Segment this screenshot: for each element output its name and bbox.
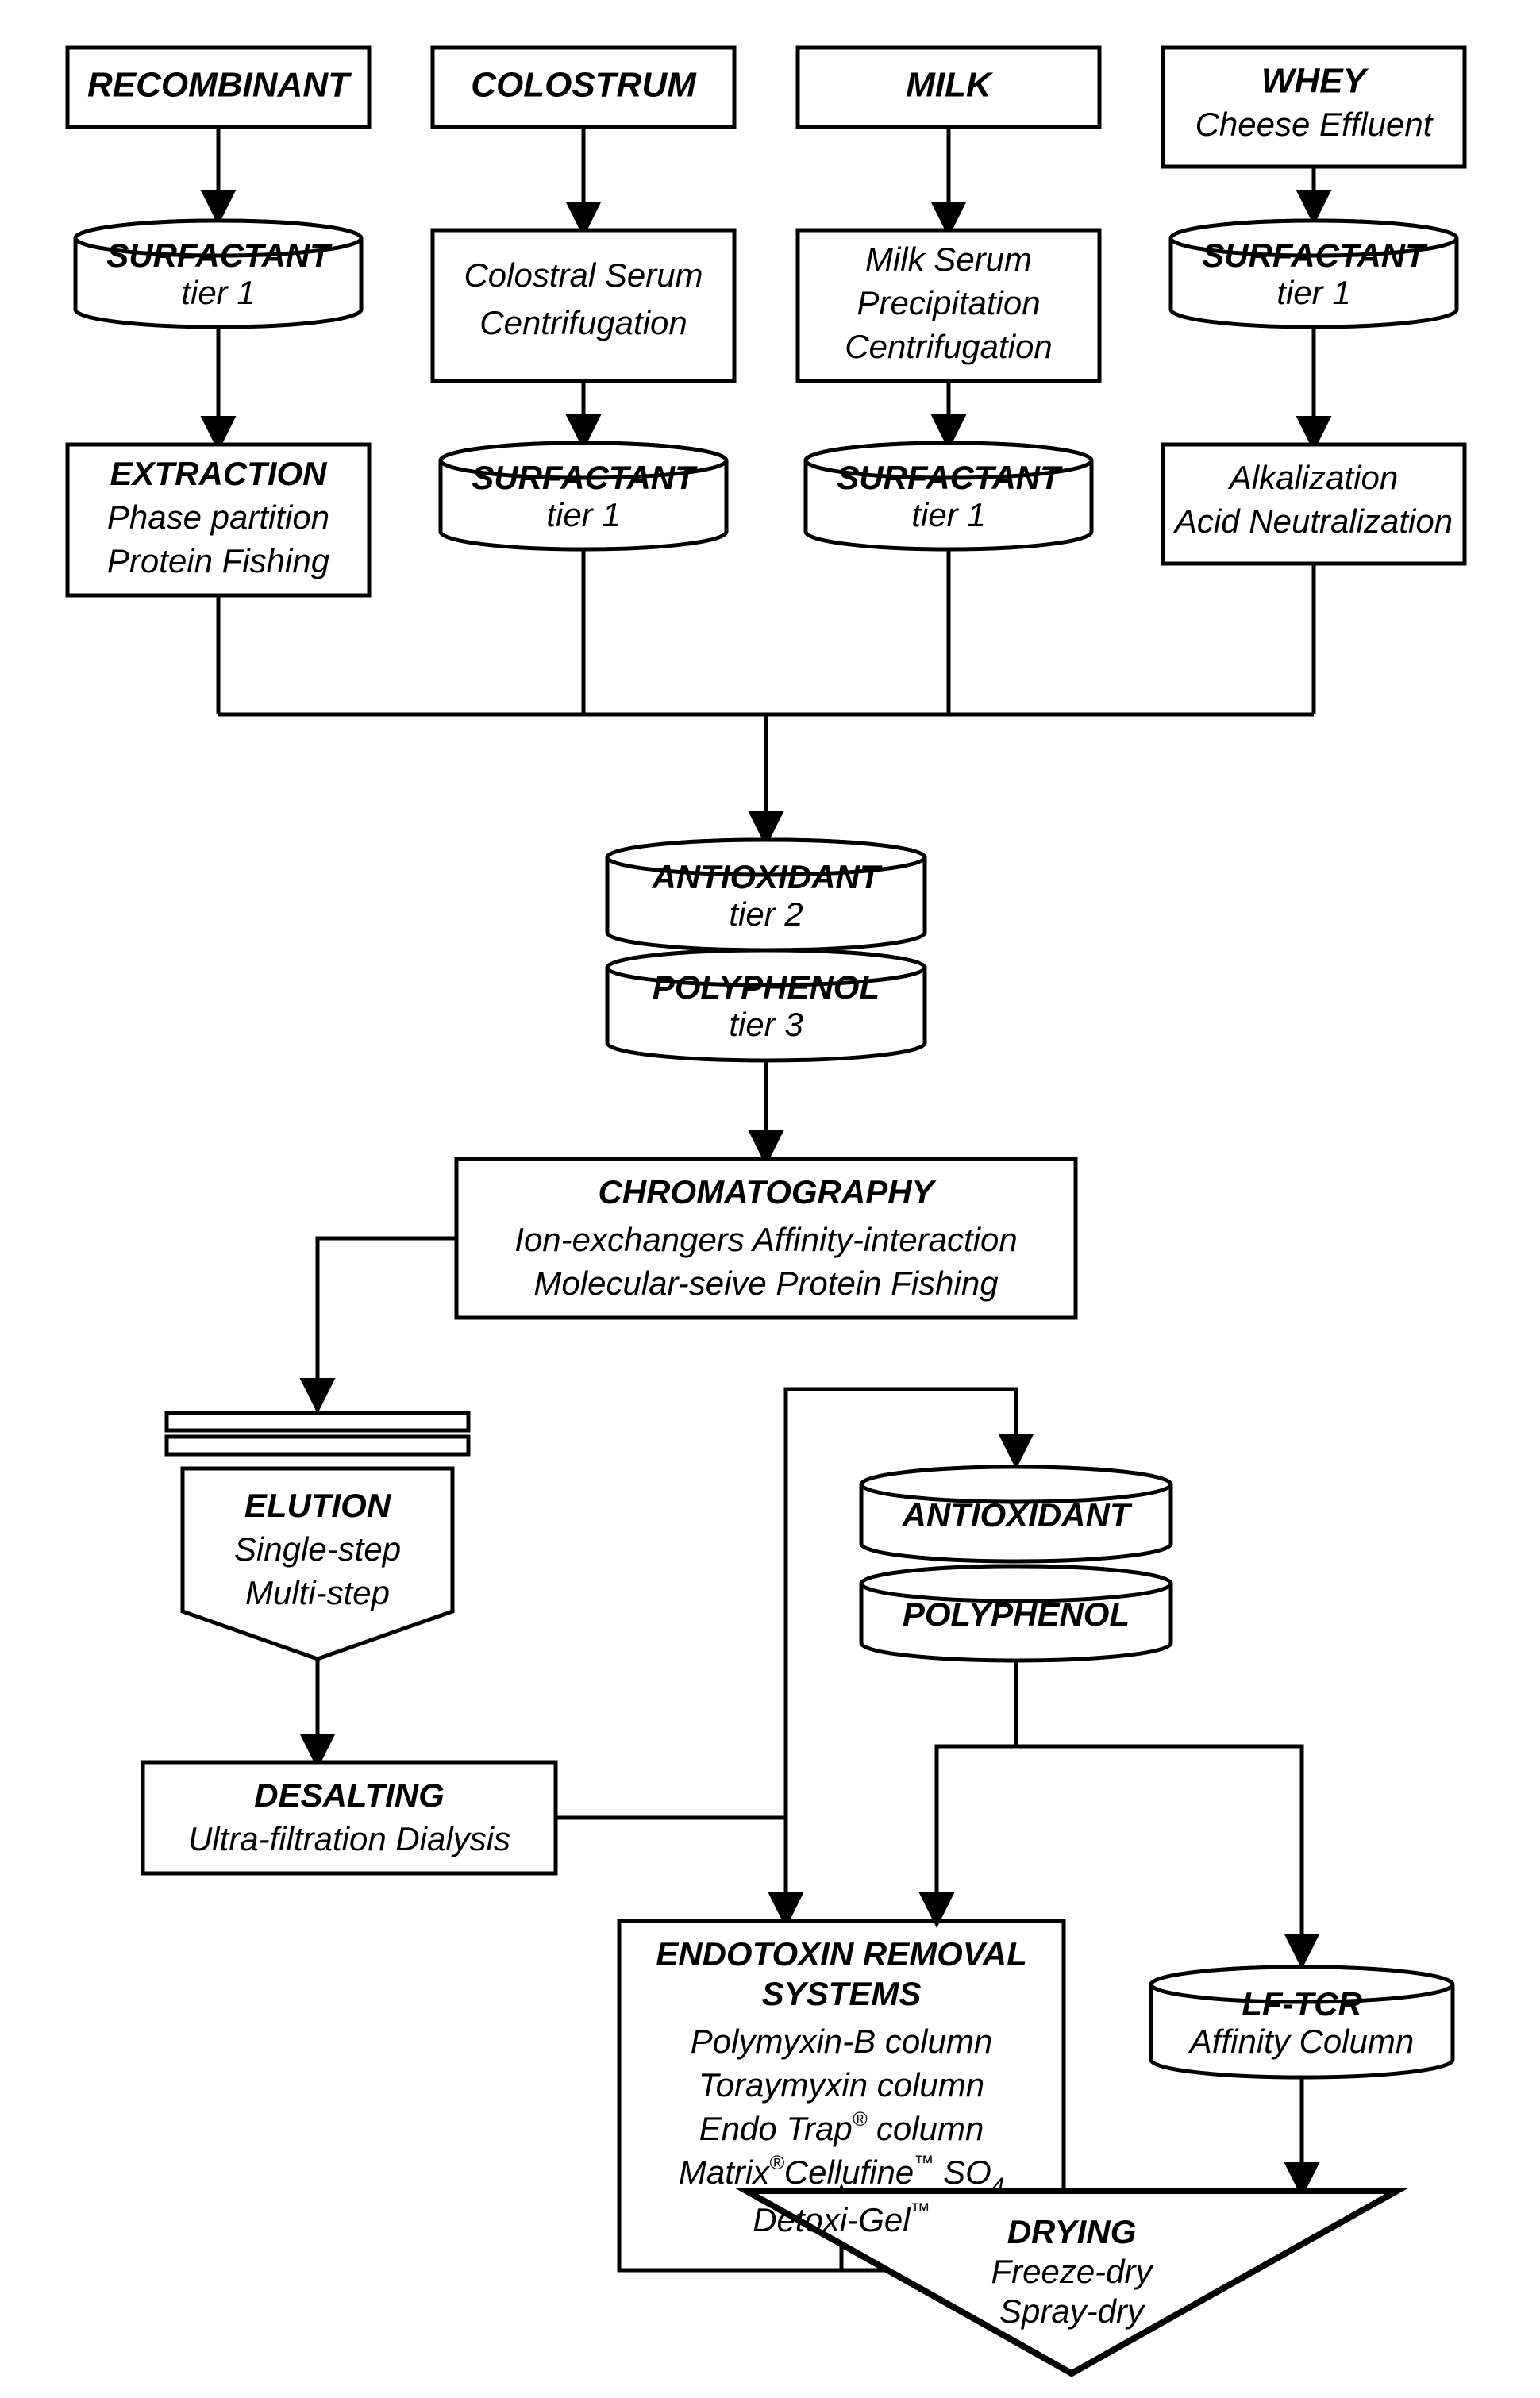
elution-title: ELUTION [244,1487,392,1524]
milk-serum: Milk Serum [865,241,1032,278]
surfactant-3: SURFACTANT [837,459,1063,496]
milk-title: MILK [906,66,994,105]
tier1-1: tier 1 [181,274,255,311]
endo-l1: Polymyxin-B column [691,2023,992,2060]
endo-l5: Detoxi-Gel™ [753,2200,930,2238]
antioxidant-tier2: ANTIOXIDANT [652,858,883,895]
antioxidant-2: ANTIOXIDANT [902,1496,1133,1534]
tier1-4: tier 1 [1276,274,1350,311]
drying-title: DRYING [1007,2213,1137,2250]
colostrum-title: COLOSTRUM [471,66,697,105]
chromatography-title: CHROMATOGRAPHY [598,1173,937,1211]
tier1-2: tier 1 [546,496,620,533]
elution-single: Single-step [234,1530,401,1568]
endo-l2: Toraymyxin column [699,2066,984,2104]
whey-title: WHEY [1261,62,1369,101]
lftcr-2: Affinity Column [1188,2023,1414,2060]
endo-l3: Endo Trap® column [699,2108,984,2147]
chrom-l1: Ion-exchangers Affinity-interaction [514,1221,1017,1258]
tier3-label: tier 3 [729,1006,803,1043]
surfactant-2: SURFACTANT [472,459,698,496]
colostral-centrifugation: Centrifugation [479,304,687,341]
desalting-body: Ultra-filtration Dialysis [188,1820,510,1857]
phase-partition: Phase partition [107,498,329,536]
recombinant-title: RECOMBINANT [87,66,352,105]
surfactant-1: SURFACTANT [106,237,333,274]
flowchart-text: RECOMBINANT COLOSTRUM MILK WHEY Cheese Efflu… [87,62,1453,2330]
colostral-serum: Colostral Serum [464,256,703,294]
endotoxin-title1: ENDOTOXIN REMOVAL [656,1935,1026,1973]
tier1-3: tier 1 [911,496,985,533]
elution-multi: Multi-step [245,1574,390,1611]
surfactant-4: SURFACTANT [1202,237,1428,274]
drying-l1: Freeze-dry [991,2253,1154,2290]
polyphenol-tier3: POLYPHENOL [653,968,880,1006]
extraction-title: EXTRACTION [110,455,329,492]
drying-l2: Spray-dry [999,2292,1146,2330]
chrom-l2: Molecular-seive Protein Fishing [533,1264,998,1302]
desalting-title: DESALTING [254,1776,445,1814]
alkalization: Alkalization [1227,459,1398,496]
protein-fishing: Protein Fishing [107,542,329,579]
milk-precip: Precipitation [857,284,1040,321]
lftcr-1: LF-TCR [1242,1985,1362,2023]
milk-centrif: Centrifugation [845,328,1053,365]
endotoxin-title2: SYSTEMS [762,1975,922,2012]
acid-neutralization: Acid Neutralization [1172,502,1453,540]
whey-sub: Cheese Effluent [1195,106,1434,143]
polyphenol-2: POLYPHENOL [903,1595,1130,1633]
tier2-label: tier 2 [729,895,803,933]
